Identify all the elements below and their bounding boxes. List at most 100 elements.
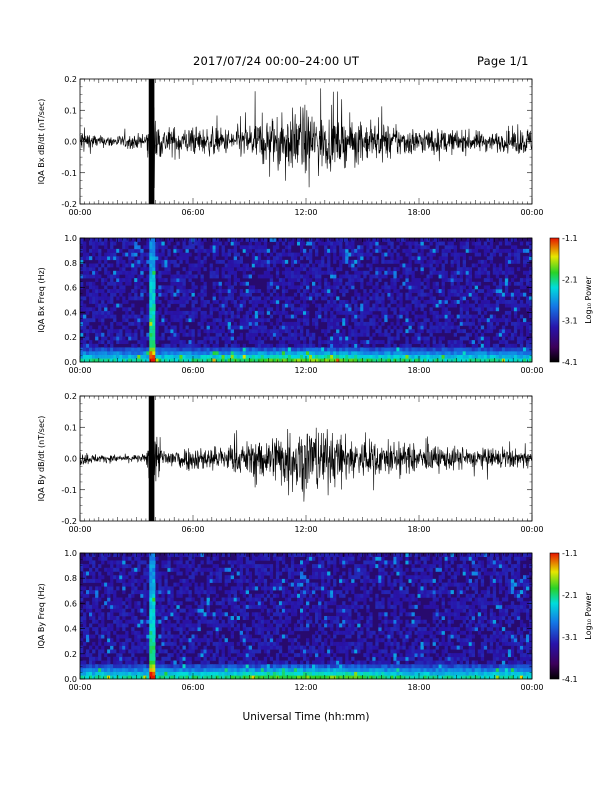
- spectrogram-cell: [113, 590, 117, 595]
- spectrogram-cell: [529, 354, 533, 359]
- spectrogram-cell: [447, 248, 451, 253]
- spectrogram-cell: [119, 564, 123, 569]
- spectrogram-cell: [137, 325, 141, 330]
- spectrogram-cell: [257, 274, 262, 279]
- spectrogram-cell: [140, 267, 144, 272]
- spectrogram-cell: [176, 567, 180, 572]
- spectrogram-cell: [185, 296, 189, 301]
- spectrogram-cell: [179, 343, 183, 348]
- spectrogram-cell: [191, 638, 195, 643]
- spectrogram-cell: [122, 582, 126, 587]
- spectrogram-cell: [363, 351, 367, 355]
- spectrogram-cell: [98, 653, 102, 658]
- spectrogram-cell: [417, 336, 421, 341]
- spectrogram-cell: [297, 241, 301, 246]
- spectrogram-cell: [483, 292, 488, 297]
- spectrogram-cell: [408, 321, 412, 326]
- spectrogram-cell: [242, 274, 246, 279]
- spectrogram-cell: [504, 318, 509, 323]
- spectrogram-cell: [242, 347, 246, 352]
- spectrogram-cell: [149, 238, 153, 242]
- spectrogram-cell: [173, 649, 177, 654]
- spectrogram-cell: [164, 245, 168, 250]
- spectrogram-cell: [254, 332, 259, 337]
- spectrogram-cell: [203, 267, 207, 272]
- spectrogram-cell: [327, 321, 331, 326]
- spectrogram-cell: [83, 248, 87, 253]
- spectrogram-cell: [170, 310, 174, 315]
- spectrogram-cell: [357, 354, 361, 359]
- spectrogram-cell: [107, 590, 111, 595]
- spectrogram-cell: [297, 238, 301, 242]
- spectrogram-cell: [152, 575, 156, 580]
- spectrogram-cell: [167, 270, 171, 275]
- spectrogram-cell: [266, 274, 271, 279]
- spectrogram-cell: [101, 358, 105, 363]
- spectrogram-cell: [203, 248, 207, 253]
- spectrogram-cell: [477, 358, 482, 363]
- spectrogram-cell: [417, 252, 421, 257]
- spectrogram-cell: [402, 238, 406, 242]
- spectrogram-cell: [435, 300, 439, 304]
- spectrogram-cell: [101, 649, 105, 654]
- spectrogram-cell: [134, 321, 138, 326]
- spectrogram-cell: [414, 278, 418, 282]
- spectrogram-cell: [366, 358, 370, 363]
- spectrogram-cell: [134, 619, 138, 624]
- spectrogram-cell: [489, 241, 494, 246]
- spectrogram-cell: [86, 608, 90, 613]
- spectrogram-cell: [137, 608, 141, 613]
- spectrogram-cell: [140, 310, 144, 315]
- spectrogram-cell: [393, 325, 397, 330]
- spectrogram-cell: [167, 553, 171, 557]
- spectrogram-cell: [489, 245, 494, 250]
- spectrogram-cell: [194, 671, 198, 676]
- spectrogram-cell: [188, 627, 192, 632]
- spectrogram-cell: [393, 354, 397, 359]
- spectrogram-cell: [188, 556, 192, 561]
- spectrogram-cell: [257, 296, 262, 301]
- spectrogram-cell: [278, 256, 283, 261]
- spectrogram-cell: [161, 270, 165, 275]
- spectrogram-cell: [212, 343, 216, 348]
- spectrogram-cell: [155, 263, 159, 268]
- spectrogram-cell: [131, 567, 135, 572]
- spectrogram-cell: [92, 248, 96, 253]
- spectrogram-cell: [182, 241, 186, 246]
- spectrogram-cell: [324, 303, 328, 308]
- spectrogram-cell: [411, 241, 415, 246]
- spectrogram-cell: [128, 601, 132, 606]
- spectrogram-cell: [230, 296, 234, 301]
- spectrogram-cell: [134, 343, 138, 348]
- spectrogram-cell: [348, 274, 352, 279]
- spectrogram-cell: [152, 601, 156, 606]
- spectrogram-cell: [263, 343, 268, 348]
- spectrogram-cell: [477, 347, 482, 352]
- spectrogram-cell: [263, 259, 268, 264]
- spectrogram-cell: [152, 325, 156, 330]
- spectrogram-cell: [128, 604, 132, 609]
- spectrogram-cell: [468, 248, 472, 253]
- spectrogram-cell: [92, 564, 96, 569]
- spectrogram-cell: [354, 248, 358, 253]
- spectrogram-cell: [209, 303, 213, 308]
- spectrogram-cell: [170, 575, 174, 580]
- spectrogram-cell: [104, 660, 108, 665]
- spectrogram-cell: [387, 252, 391, 257]
- spectrogram-cell: [164, 571, 168, 576]
- spectrogram-cell: [272, 256, 277, 261]
- spectrogram-cell: [152, 645, 156, 650]
- spectrogram-cell: [312, 343, 316, 348]
- spectrogram-cell: [357, 296, 361, 301]
- spectrogram-cell: [516, 318, 521, 323]
- spectrogram-cell: [396, 292, 400, 297]
- spectrogram-cell: [360, 307, 364, 312]
- spectrogram-cell: [152, 653, 156, 658]
- spectrogram-cell: [375, 259, 379, 264]
- spectrogram-cell: [486, 292, 491, 297]
- spectrogram-cell: [188, 649, 192, 654]
- spectrogram-cell: [432, 270, 436, 275]
- spectrogram-cell: [116, 616, 120, 620]
- spectrogram-cell: [269, 252, 274, 257]
- spectrogram-cell: [125, 274, 129, 279]
